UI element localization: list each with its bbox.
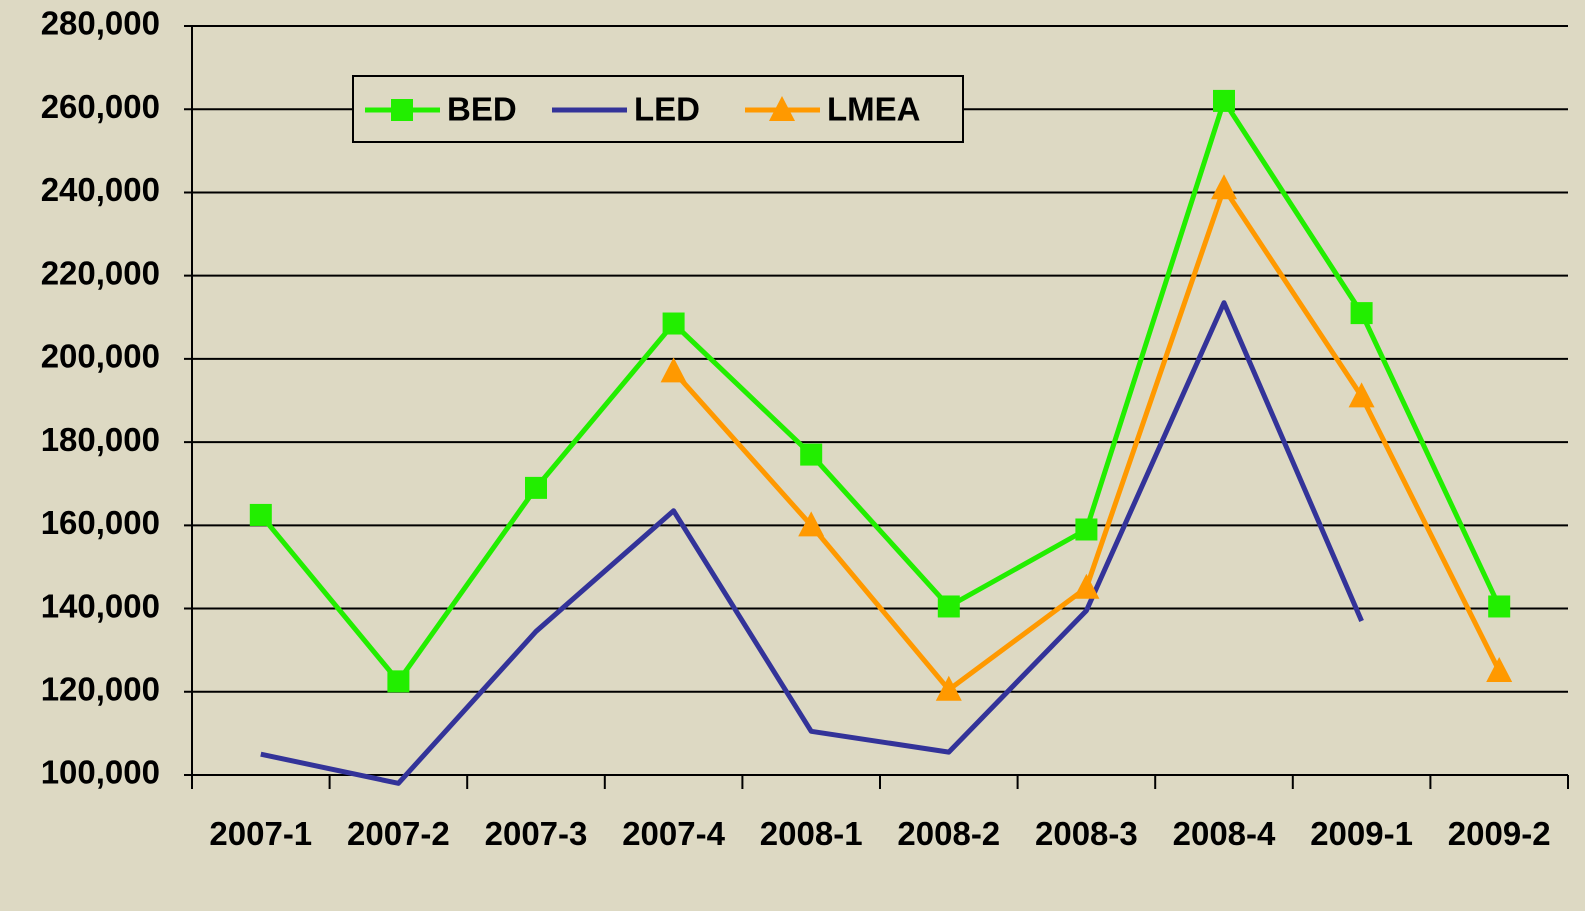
y-tick-label: 140,000 xyxy=(41,587,160,624)
data-point xyxy=(1075,518,1098,541)
data-point xyxy=(937,595,960,618)
data-point xyxy=(1488,595,1511,618)
x-tick-label: 2007-2 xyxy=(347,815,450,852)
data-point xyxy=(798,511,825,537)
y-tick-label: 100,000 xyxy=(41,754,160,791)
legend-box xyxy=(352,75,964,143)
x-tick-label: 2007-4 xyxy=(622,815,725,852)
data-point xyxy=(387,670,410,693)
x-tick-label: 2009-1 xyxy=(1310,815,1413,852)
data-point xyxy=(662,312,685,335)
y-tick-label: 180,000 xyxy=(41,421,160,458)
data-point xyxy=(1213,89,1235,112)
data-point xyxy=(660,357,687,383)
y-tick-label: 220,000 xyxy=(41,254,160,291)
y-tick-label: 280,000 xyxy=(41,5,160,42)
data-point xyxy=(249,503,272,526)
y-tick-label: 160,000 xyxy=(41,504,160,541)
legend-label: BED xyxy=(447,91,517,128)
x-tick-label: 2007-3 xyxy=(484,815,588,852)
y-tick-label: 120,000 xyxy=(41,670,160,707)
legend-marker xyxy=(391,99,413,121)
x-tick-label: 2008-1 xyxy=(759,815,863,852)
data-point xyxy=(525,476,547,499)
x-tick-label: 2008-2 xyxy=(897,815,1001,852)
x-tick-label: 2007-1 xyxy=(209,815,313,852)
data-point xyxy=(1348,382,1375,408)
legend-label: LMEA xyxy=(827,91,921,128)
x-tick-label: 2008-3 xyxy=(1035,815,1138,852)
y-tick-label: 240,000 xyxy=(41,171,160,208)
x-tick-label: 2008-4 xyxy=(1172,815,1276,852)
series-line xyxy=(260,300,1364,786)
y-tick-label: 200,000 xyxy=(41,338,160,375)
data-point xyxy=(1073,573,1100,599)
y-tick-label: 260,000 xyxy=(41,88,160,125)
x-tick-label: 2009-2 xyxy=(1447,815,1551,852)
data-point xyxy=(800,443,823,466)
data-point xyxy=(1486,656,1513,682)
series-line xyxy=(258,98,1502,684)
data-point xyxy=(1350,302,1373,325)
legend-label: LED xyxy=(634,91,700,128)
legend-marker xyxy=(769,96,795,121)
data-point xyxy=(1211,174,1237,200)
data-point xyxy=(935,675,962,701)
